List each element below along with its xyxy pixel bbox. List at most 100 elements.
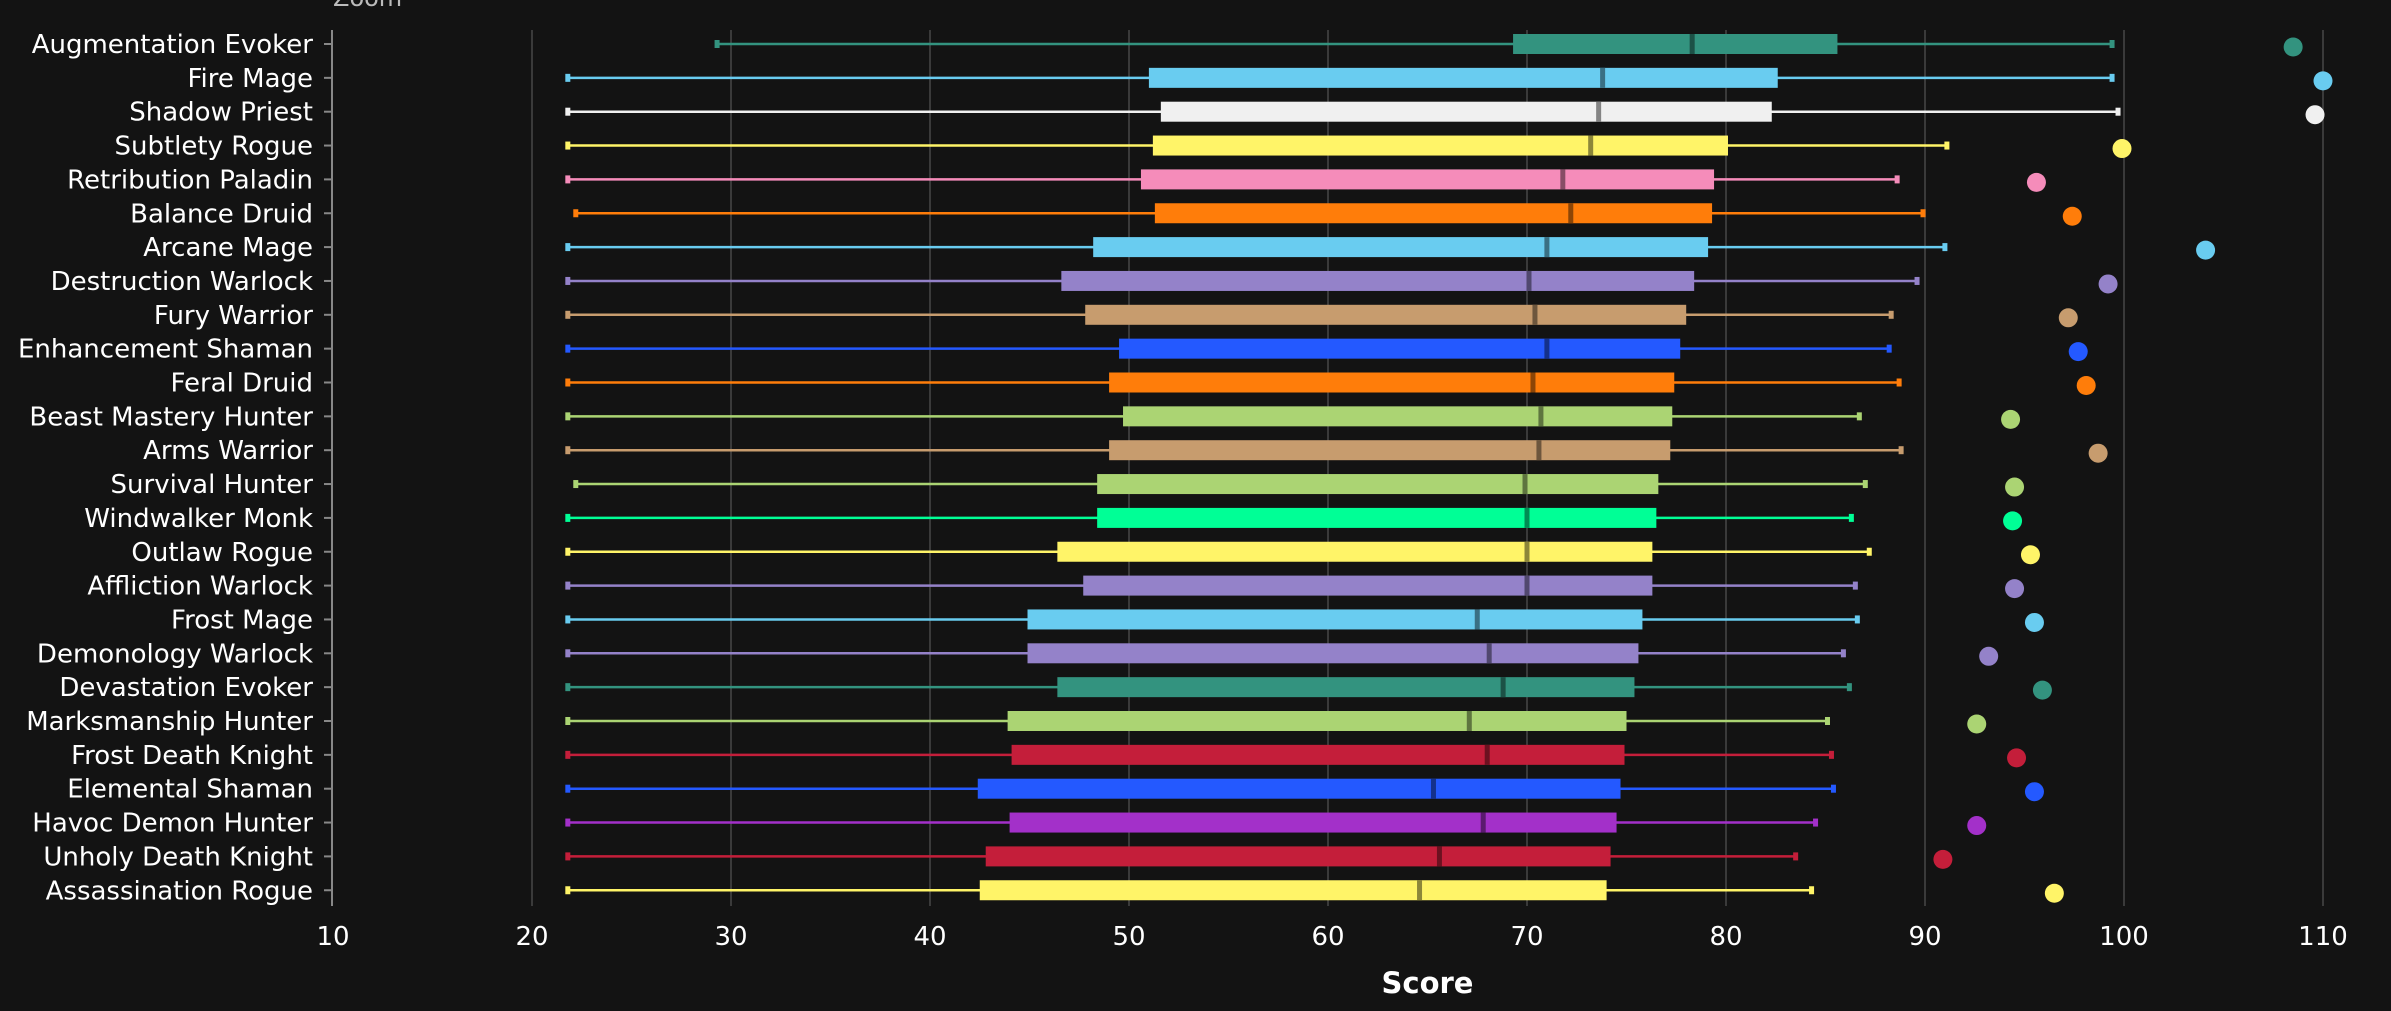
whisker-cap-min — [565, 107, 571, 116]
whisker-cap-max — [1828, 750, 1834, 759]
box-iqr — [1009, 812, 1617, 833]
outlier-point — [1967, 714, 1987, 734]
category-label: Demonology Warlock — [37, 639, 313, 669]
whisker-cap-max — [2115, 107, 2121, 116]
outlier-point — [2044, 883, 2064, 903]
x-tick-label: 70 — [1510, 922, 1543, 952]
box-balance-druid — [573, 203, 1926, 224]
category-label: Windwalker Monk — [84, 504, 313, 534]
median-line — [1480, 812, 1486, 833]
whisker-cap-min — [565, 378, 571, 387]
category-label: Fury Warrior — [154, 301, 313, 331]
category-label: Balance Druid — [130, 199, 313, 229]
whisker-cap-min — [565, 141, 571, 150]
zoom-label[interactable]: Zoom — [333, 0, 402, 12]
whisker-cap-min — [565, 886, 571, 895]
box-iqr — [1027, 609, 1643, 630]
median-line — [1538, 406, 1544, 427]
outlier-point — [2305, 105, 2325, 125]
outlier-point — [2196, 240, 2216, 260]
box-iqr — [1083, 575, 1653, 596]
whisker-cap-max — [1824, 717, 1830, 725]
whisker-cap-min — [565, 750, 571, 759]
whisker-cap-min — [565, 446, 571, 455]
category-label: Frost Mage — [171, 605, 313, 635]
box-demonology-warlock — [565, 643, 1846, 664]
box-iqr — [1513, 34, 1838, 54]
median-line — [1560, 169, 1566, 190]
box-iqr — [1061, 270, 1695, 291]
whisker-cap-min — [573, 209, 579, 218]
category-label: Elemental Shaman — [67, 775, 313, 805]
whisker-cap-max — [2109, 40, 2115, 48]
whisker-cap-min — [565, 852, 571, 861]
box-survival-hunter — [573, 474, 1868, 495]
whisker-cap-min — [565, 784, 571, 793]
box-iqr — [977, 778, 1621, 799]
median-line — [1430, 778, 1436, 799]
category-label: Subtlety Rogue — [114, 132, 313, 162]
median-line — [1484, 744, 1490, 765]
median-line — [1524, 541, 1530, 562]
x-axis-title: Score — [1382, 966, 1474, 1000]
category-label: Beast Mastery Hunter — [29, 402, 313, 432]
median-line — [1588, 135, 1594, 156]
whisker-cap-max — [1813, 818, 1819, 827]
category-label: Havoc Demon Hunter — [32, 809, 313, 839]
whisker-cap-max — [1848, 513, 1854, 522]
box-beast-mastery-hunter — [565, 406, 1862, 427]
outlier-group — [1933, 37, 2333, 903]
median-line — [1474, 609, 1480, 630]
category-label: Survival Hunter — [111, 470, 314, 500]
category-label: Enhancement Shaman — [18, 335, 313, 365]
median-line — [1596, 101, 1602, 122]
gridlines — [531, 30, 2324, 906]
box-affliction-warlock — [565, 575, 1858, 596]
category-label: Frost Death Knight — [71, 741, 313, 771]
median-line — [1500, 677, 1506, 698]
median-line — [1600, 67, 1606, 88]
whisker-cap-max — [1854, 615, 1860, 624]
box-iqr — [1123, 406, 1673, 427]
outlier-point — [2283, 37, 2303, 57]
median-line — [1486, 643, 1492, 664]
whisker-cap-min — [565, 276, 571, 285]
whisker-cap-min — [565, 818, 571, 827]
outlier-point — [2062, 206, 2082, 226]
x-tick-label: 40 — [913, 922, 946, 952]
whisker-cap-max — [1942, 243, 1948, 252]
whisker-cap-max — [1866, 547, 1872, 556]
box-iqr — [1152, 135, 1728, 156]
category-label: Devastation Evoker — [59, 673, 313, 703]
box-destruction-warlock — [565, 270, 1920, 291]
whisker-cap-min — [565, 310, 571, 319]
median-line — [1532, 304, 1538, 325]
category-label: Assassination Rogue — [46, 876, 313, 906]
box-iqr — [1097, 474, 1659, 495]
whisker-cap-max — [1914, 276, 1920, 285]
whisker-cap-max — [1830, 784, 1836, 793]
median-line — [1536, 440, 1542, 461]
outlier-point — [2058, 308, 2078, 328]
median-line — [1568, 203, 1574, 224]
x-tick-label: 30 — [714, 922, 747, 952]
category-label: Augmentation Evoker — [32, 30, 314, 60]
category-label: Affliction Warlock — [87, 572, 313, 602]
outlier-point — [2024, 612, 2044, 632]
whisker-cap-min — [565, 717, 571, 725]
category-label: Retribution Paladin — [67, 165, 313, 195]
box-frost-mage — [565, 609, 1860, 630]
box-elemental-shaman — [565, 778, 1836, 799]
whisker-cap-min — [573, 480, 579, 489]
whisker-cap-min — [565, 615, 571, 624]
box-iqr — [1154, 203, 1713, 224]
box-havoc-demon-hunter — [565, 812, 1819, 833]
outlier-point — [2026, 172, 2046, 192]
whisker-cap-min — [565, 649, 571, 658]
outlier-point — [2003, 511, 2023, 531]
box-enhancement-shaman — [565, 338, 1892, 359]
outlier-point — [2032, 680, 2052, 700]
box-frost-death-knight — [565, 744, 1834, 765]
median-line — [1544, 338, 1550, 359]
